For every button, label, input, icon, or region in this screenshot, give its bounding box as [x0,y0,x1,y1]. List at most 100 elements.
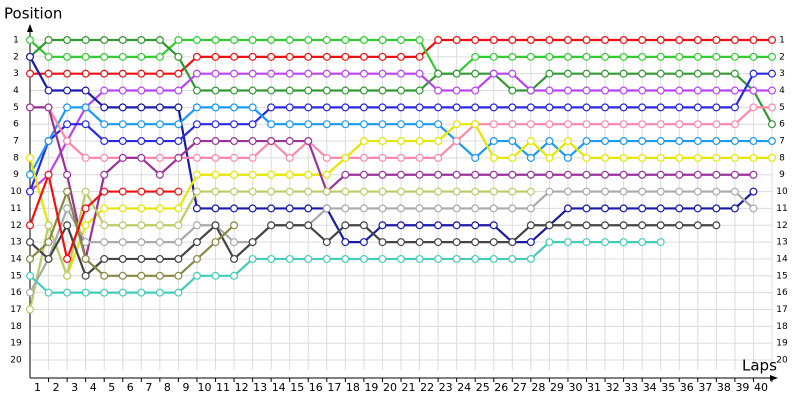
lap-marker [118,103,127,112]
x-tick-label: 2 [53,381,60,394]
lap-marker [267,204,276,213]
lap-marker [100,86,109,95]
lap-marker [211,35,220,44]
lap-marker [155,103,164,112]
lap-marker [675,137,684,146]
lap-marker [341,221,350,230]
lap-marker [304,120,313,129]
lap-marker [26,288,35,297]
lap-marker [397,187,406,196]
lap-marker [137,254,146,263]
lap-marker [285,69,294,78]
lap-marker [211,153,220,162]
lap-marker [545,35,554,44]
lap-marker [211,86,220,95]
y-tick-label: 12 [10,221,21,231]
lap-marker [174,271,183,280]
lap-marker [174,254,183,263]
lap-marker [137,187,146,196]
lap-marker [601,35,610,44]
lap-marker [118,120,127,129]
y-tick-label-right: 11 [776,204,787,214]
lap-marker [730,204,739,213]
y-tick-label: 4 [13,86,19,96]
lap-marker [118,288,127,297]
lap-marker [341,69,350,78]
x-tick-label: 16 [309,381,323,394]
y-tick-label: 17 [10,305,21,315]
lap-marker [656,52,665,61]
lap-marker [415,238,424,247]
lap-marker [434,69,443,78]
lap-marker [452,86,461,95]
lap-marker [285,221,294,230]
lap-marker [267,137,276,146]
series-line [29,56,755,244]
lap-marker [155,52,164,61]
lap-marker [155,221,164,230]
lap-marker [26,238,35,247]
lap-marker [452,69,461,78]
lap-marker [192,86,201,95]
lap-marker [545,69,554,78]
lap-marker [341,86,350,95]
lap-marker [378,52,387,61]
lap-marker [415,204,424,213]
lap-marker [582,103,591,112]
lap-marker [267,86,276,95]
lap-marker [619,137,628,146]
lap-marker [471,221,480,230]
lap-marker [601,103,610,112]
lap-marker [767,69,776,78]
lap-marker [359,120,368,129]
lap-marker [601,86,610,95]
lap-marker [26,254,35,263]
lap-marker [397,221,406,230]
lap-marker [619,86,628,95]
lap-marker [359,103,368,112]
lap-marker [712,120,721,129]
lap-marker [601,69,610,78]
y-tick-label: 18 [10,322,22,332]
x-tick-label: 12 [235,381,249,394]
lap-marker [526,221,535,230]
lap-marker [155,187,164,196]
lap-marker [63,35,72,44]
lap-marker [155,69,164,78]
lap-marker [211,204,220,213]
lap-marker [137,35,146,44]
lap-marker [248,204,257,213]
lap-marker [638,204,647,213]
lap-marker [267,187,276,196]
lap-marker [267,221,276,230]
lap-marker [730,52,739,61]
x-axis-label: Laps [742,357,777,375]
lap-marker [601,221,610,230]
lap-marker [341,170,350,179]
lap-marker [100,120,109,129]
lap-marker [359,238,368,247]
lap-marker [100,254,109,263]
lap-marker [322,187,331,196]
lap-marker [322,170,331,179]
lap-marker [471,254,480,263]
lap-marker [118,86,127,95]
lap-marker [434,103,443,112]
lap-marker [545,153,554,162]
y-tick-label: 11 [10,204,21,214]
lap-marker [693,103,702,112]
lap-marker [471,120,480,129]
lap-marker [693,69,702,78]
lap-marker [118,204,127,213]
lap-marker [730,35,739,44]
lap-marker [304,52,313,61]
lap-marker [81,69,90,78]
lap-marker [63,120,72,129]
lap-marker [563,153,572,162]
lap-marker [137,288,146,297]
lap-marker [582,86,591,95]
lap-marker [26,52,35,61]
y-tick-label-right: 20 [776,356,788,366]
lap-marker [155,137,164,146]
x-tick-label: 7 [145,381,152,394]
